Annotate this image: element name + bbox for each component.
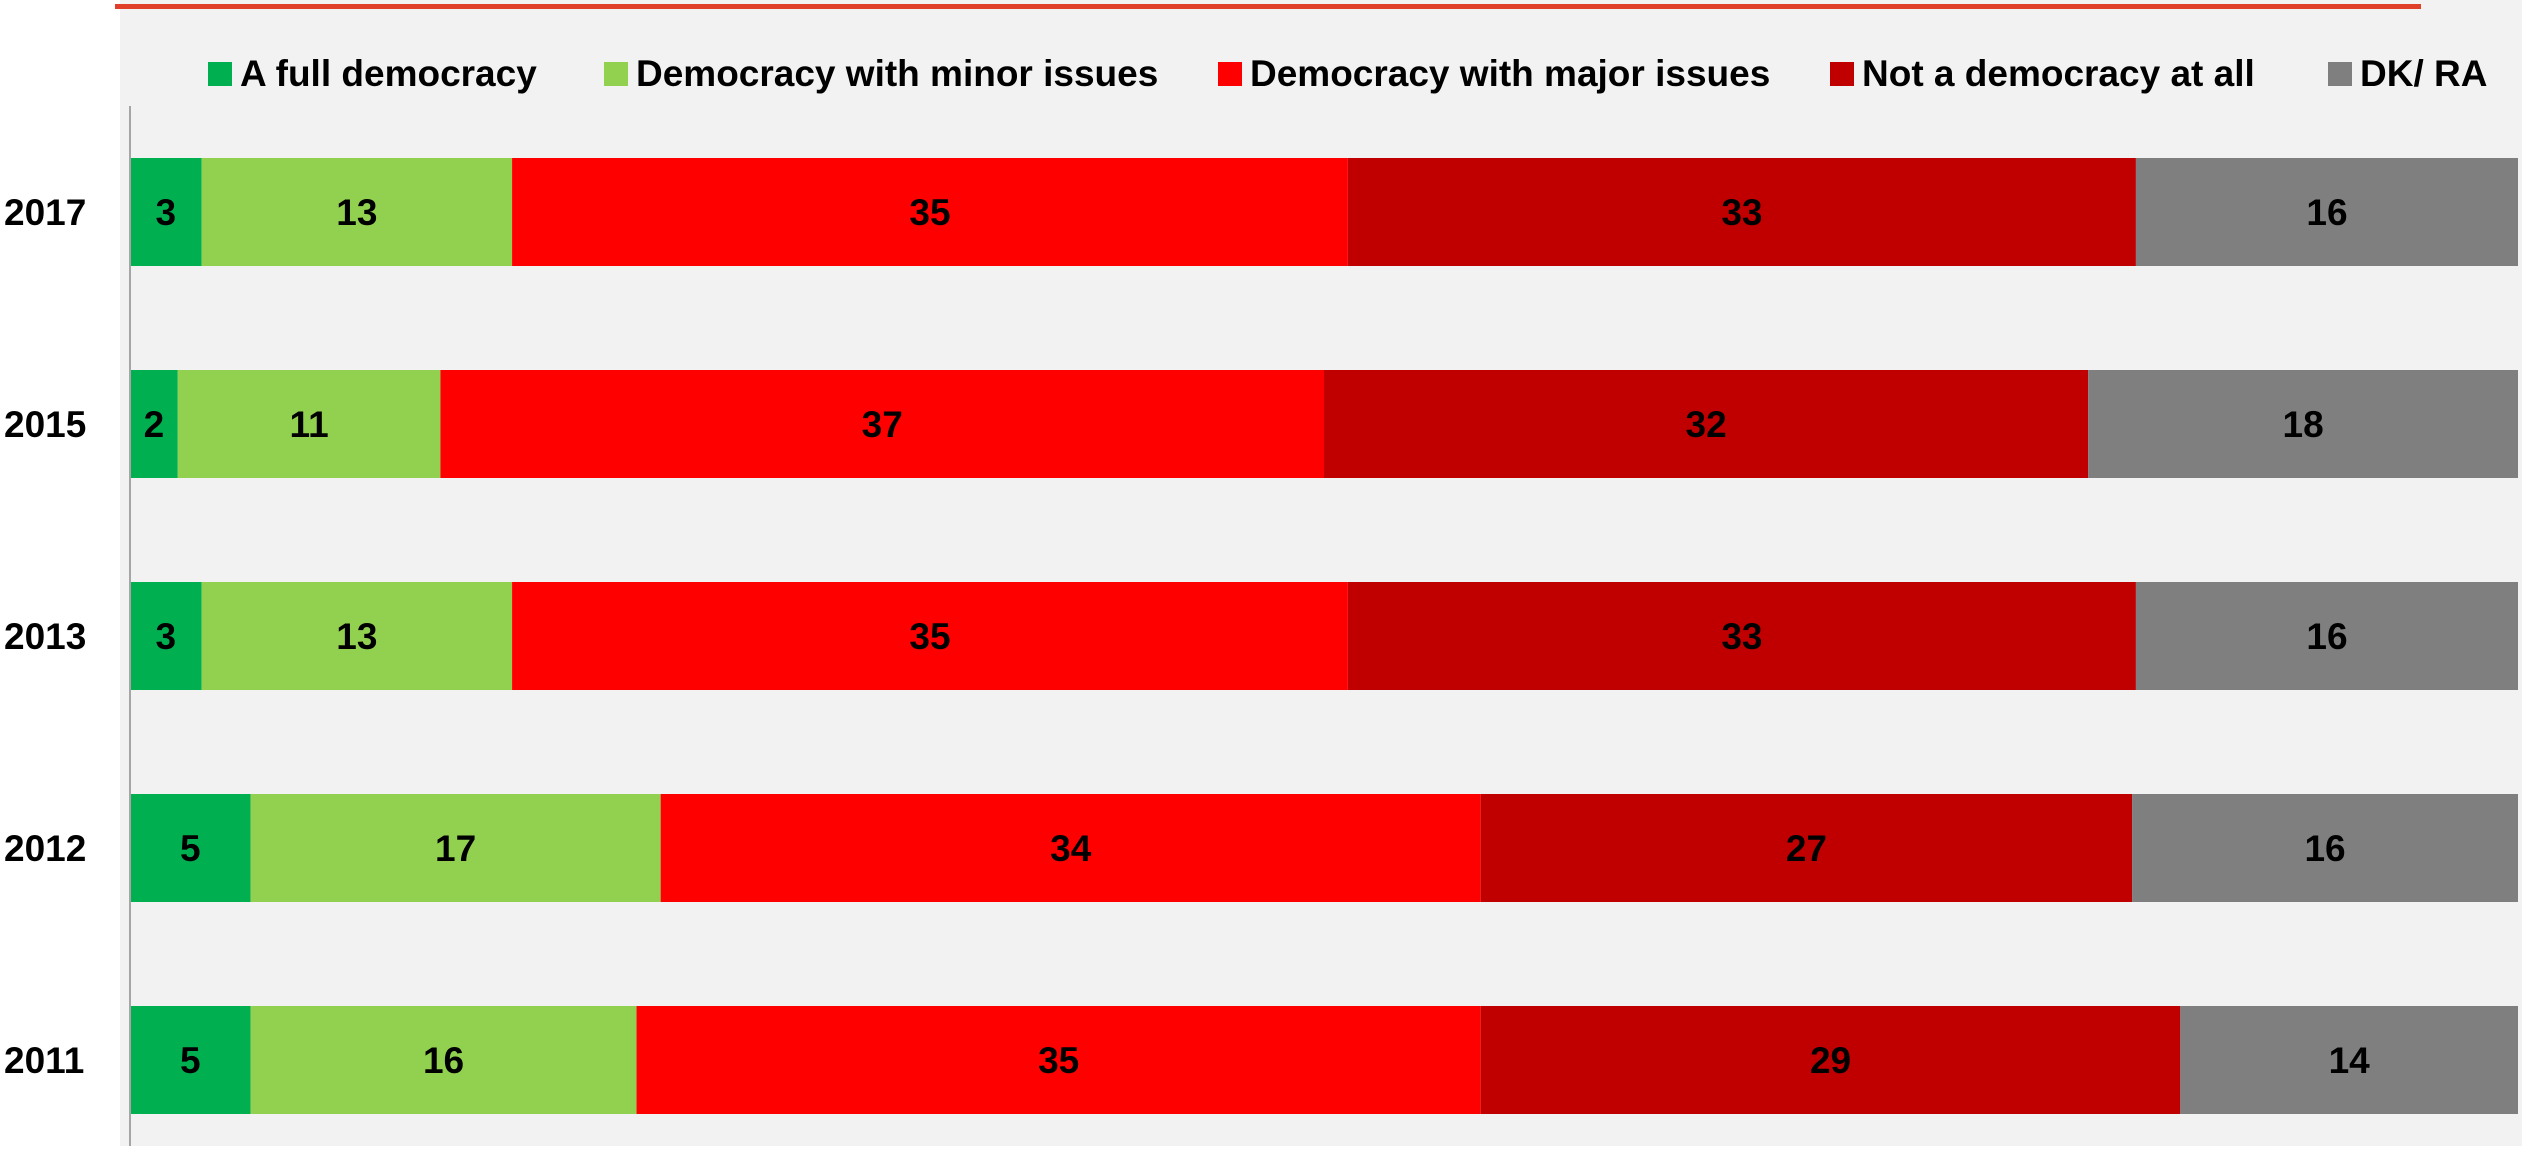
category-label: 2011 <box>4 1040 84 1081</box>
bar-segment <box>1347 158 2136 266</box>
data-label: 29 <box>1810 1040 1851 1081</box>
legend-swatch <box>2328 62 2352 86</box>
bar-segment <box>250 794 661 902</box>
data-label: 33 <box>1721 192 1762 233</box>
bar-segment <box>130 370 178 478</box>
data-label: 33 <box>1721 616 1762 657</box>
category-label: 2013 <box>4 616 86 657</box>
bar-segment <box>636 1006 1481 1114</box>
bar-segment <box>1347 582 2136 690</box>
legend-swatch <box>1830 62 1854 86</box>
data-label: 32 <box>1686 404 1727 445</box>
legend-swatch <box>208 62 232 86</box>
bar-segment <box>1324 370 2089 478</box>
legend-label: Democracy with minor issues <box>636 53 1158 94</box>
legend-swatch <box>604 62 628 86</box>
legend-label: A full democracy <box>240 53 537 94</box>
bar-segment <box>2135 582 2518 690</box>
data-label: 37 <box>862 404 903 445</box>
bar-segment <box>130 1006 251 1114</box>
data-label: 35 <box>1038 1040 1079 1081</box>
data-label: 34 <box>1050 828 1092 869</box>
data-label: 3 <box>156 616 177 657</box>
data-label: 11 <box>290 404 329 445</box>
data-label: 3 <box>156 192 177 233</box>
bar-segment <box>1480 1006 2181 1114</box>
data-label: 35 <box>909 616 950 657</box>
data-label: 27 <box>1786 828 1827 869</box>
bar-segment <box>250 1006 637 1114</box>
bar-segment <box>512 158 1348 266</box>
data-label: 16 <box>423 1040 464 1081</box>
data-label: 5 <box>180 828 201 869</box>
data-label: 2 <box>144 404 165 445</box>
data-label: 17 <box>435 828 476 869</box>
category-label: 2017 <box>4 192 86 233</box>
bar-segment <box>177 370 441 478</box>
data-label: 16 <box>2304 828 2345 869</box>
accent-line <box>115 4 2421 9</box>
bar-segment <box>2088 370 2518 478</box>
bar-segment <box>130 582 202 690</box>
bar-segment <box>660 794 1481 902</box>
bar-segment <box>2180 1006 2518 1114</box>
category-label: 2015 <box>4 404 86 445</box>
data-label: 18 <box>2283 404 2324 445</box>
bar-segment <box>130 794 251 902</box>
bar-segment <box>201 158 513 266</box>
legend-swatch <box>1218 62 1242 86</box>
data-label: 13 <box>336 616 377 657</box>
bar-segment <box>201 582 513 690</box>
bar-segment <box>440 370 1324 478</box>
legend-label: DK/ RA <box>2360 53 2487 94</box>
data-label: 16 <box>2306 616 2347 657</box>
bar-segment <box>2135 158 2518 266</box>
bar-segment <box>512 582 1348 690</box>
legend-label: Not a democracy at all <box>1862 53 2255 94</box>
data-label: 5 <box>180 1040 201 1081</box>
data-label: 13 <box>336 192 377 233</box>
category-label: 2012 <box>4 828 86 869</box>
bar-segment <box>2132 794 2518 902</box>
bar-segment <box>130 158 202 266</box>
data-label: 16 <box>2306 192 2347 233</box>
legend-label: Democracy with major issues <box>1250 53 1770 94</box>
data-label: 35 <box>909 192 950 233</box>
data-label: 14 <box>2329 1040 2371 1081</box>
bar-segment <box>1480 794 2133 902</box>
